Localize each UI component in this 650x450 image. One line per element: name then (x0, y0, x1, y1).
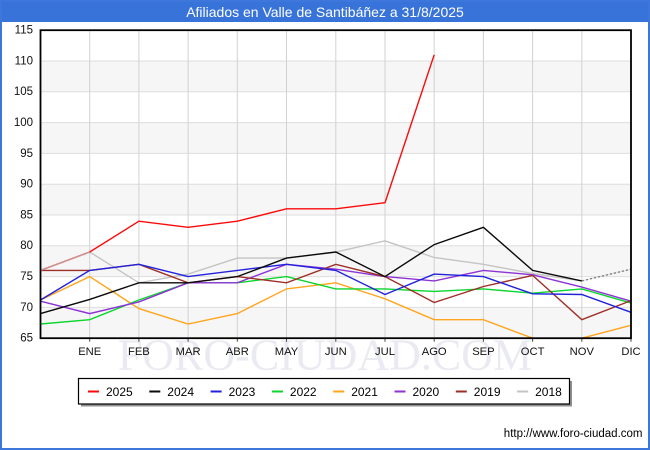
svg-text:2024: 2024 (167, 385, 194, 399)
svg-text:DIC: DIC (621, 346, 640, 358)
svg-text:MAY: MAY (275, 346, 299, 358)
svg-text:AGO: AGO (422, 346, 447, 358)
svg-text:2025: 2025 (106, 385, 133, 399)
svg-text:2021: 2021 (351, 385, 378, 399)
svg-text:MAR: MAR (176, 346, 201, 358)
svg-text:http://www.foro-ciudad.com: http://www.foro-ciudad.com (504, 428, 643, 440)
svg-text:SEP: SEP (472, 346, 494, 358)
svg-text:115: 115 (15, 25, 33, 37)
svg-text:JUN: JUN (325, 346, 347, 358)
svg-text:95: 95 (20, 148, 33, 160)
svg-text:80: 80 (20, 240, 33, 252)
svg-text:FEB: FEB (128, 346, 150, 358)
svg-text:110: 110 (15, 55, 33, 67)
svg-text:2022: 2022 (290, 385, 317, 399)
svg-text:70: 70 (20, 302, 33, 314)
svg-text:90: 90 (20, 179, 33, 191)
svg-text:2020: 2020 (413, 385, 440, 399)
svg-text:105: 105 (14, 86, 33, 98)
svg-text:2018: 2018 (535, 385, 562, 399)
svg-text:OCT: OCT (521, 346, 545, 358)
svg-text:2019: 2019 (474, 385, 501, 399)
svg-text:NOV: NOV (570, 346, 595, 358)
svg-text:85: 85 (20, 209, 33, 221)
svg-text:75: 75 (20, 271, 33, 283)
svg-text:ENE: ENE (78, 346, 101, 358)
svg-text:65: 65 (20, 333, 33, 345)
svg-text:ABR: ABR (226, 346, 249, 358)
svg-text:JUL: JUL (375, 346, 395, 358)
svg-text:2023: 2023 (229, 385, 256, 399)
svg-text:100: 100 (14, 117, 33, 129)
